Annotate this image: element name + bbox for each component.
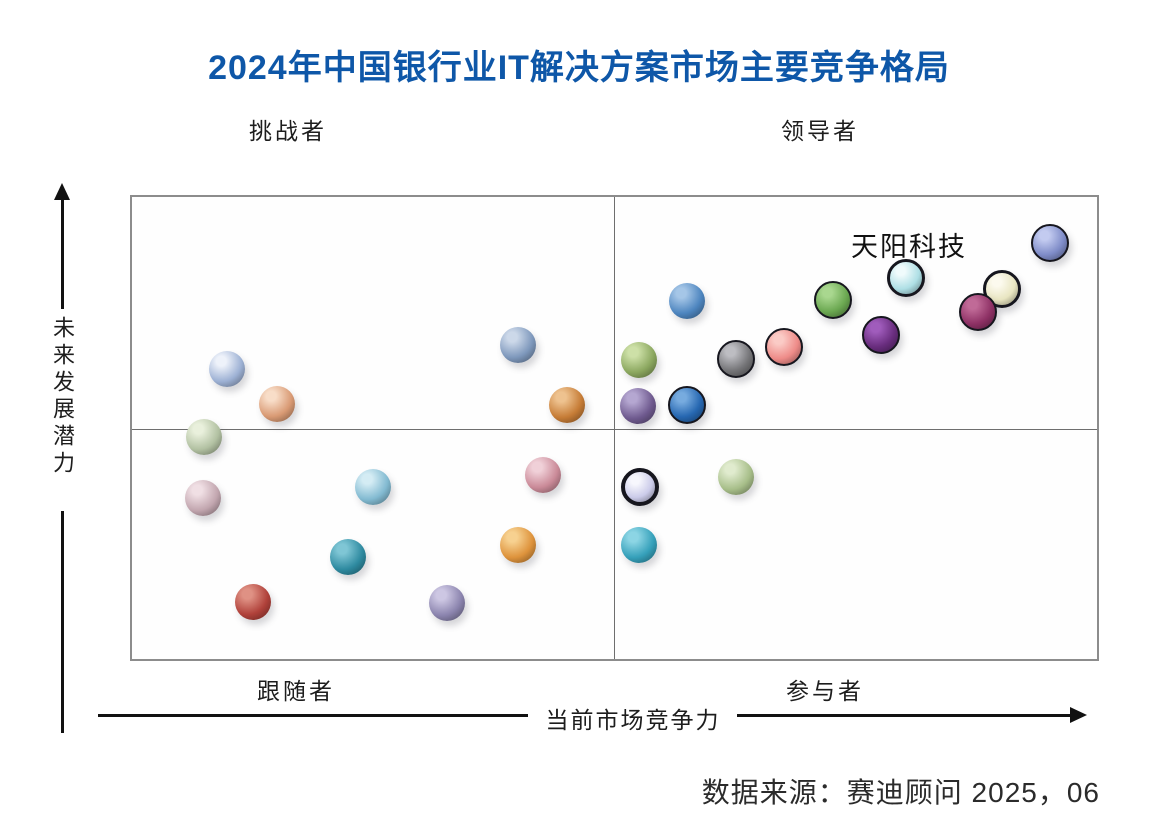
company-bubble — [355, 469, 392, 506]
company-bubble — [765, 327, 804, 366]
company-bubble — [259, 385, 296, 422]
quadrant-label-participant: 参与者 — [786, 679, 864, 704]
y-axis-label: 未来发展潜力 — [50, 316, 75, 478]
x-axis-label: 当前市场竞争力 — [545, 708, 721, 733]
company-bubble — [620, 526, 657, 563]
company-bubble — [813, 280, 852, 319]
quadrant-label-follower: 跟随者 — [257, 679, 335, 704]
chart-title: 2024年中国银行业IT解决方案市场主要竞争格局 — [208, 49, 950, 87]
company-bubble — [669, 282, 706, 319]
x-axis-arrowhead-icon — [1070, 707, 1087, 723]
quadrant-label-challenger: 挑战者 — [249, 119, 327, 144]
x-axis-line-left — [98, 714, 528, 717]
company-bubble — [330, 539, 367, 576]
company-bubble — [428, 585, 465, 622]
plot-area — [130, 195, 1099, 661]
company-bubble — [958, 292, 997, 331]
company-bubble — [861, 315, 900, 354]
quadrant-label-leader: 领导者 — [781, 119, 859, 144]
company-bubble-labeled — [887, 258, 926, 297]
company-bubble — [668, 386, 707, 425]
y-axis-line-bottom — [61, 511, 64, 733]
quadrant-divider-vertical — [614, 197, 615, 659]
company-bubble — [620, 341, 657, 378]
company-bubble — [620, 468, 659, 507]
company-bubble — [524, 457, 561, 494]
data-source: 数据来源：赛迪顾问 2025，06 — [701, 777, 1100, 808]
x-axis-line-right — [737, 714, 1073, 717]
y-axis-line-top — [61, 197, 64, 309]
company-bubble — [549, 387, 586, 424]
company-bubble — [619, 388, 656, 425]
company-bubble — [1030, 223, 1069, 262]
company-label-tianyang: 天阳科技 — [851, 232, 967, 262]
company-bubble — [717, 458, 754, 495]
company-bubble — [499, 526, 536, 563]
company-bubble — [235, 583, 272, 620]
bubble-layer — [130, 195, 1099, 661]
company-bubble — [185, 418, 222, 455]
company-bubble — [184, 479, 221, 516]
y-axis-arrowhead-icon — [54, 183, 70, 200]
company-bubble — [208, 350, 245, 387]
quadrant-divider-horizontal — [132, 429, 1097, 430]
company-bubble — [716, 340, 755, 379]
company-bubble — [499, 327, 536, 364]
